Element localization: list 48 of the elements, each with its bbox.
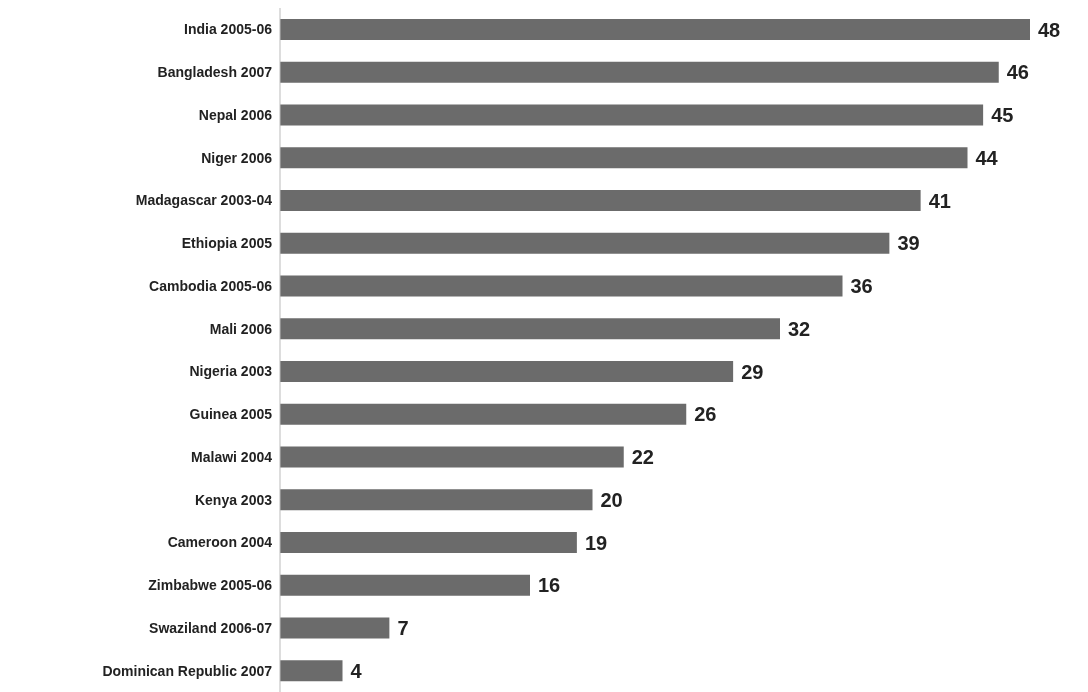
bar <box>280 489 593 511</box>
y-tick-label: Bangladesh 2007 <box>157 64 273 81</box>
y-tick-label: India 2005-06 <box>184 21 273 38</box>
y-tick-label: Mali 2006 <box>209 320 273 337</box>
bar <box>280 190 921 211</box>
y-tick-label: Cambodia 2005-06 <box>149 277 273 294</box>
data-label: 41 <box>928 189 951 212</box>
bar <box>280 61 999 83</box>
bar <box>280 660 343 682</box>
data-label: 22 <box>631 446 654 469</box>
y-tick-label: Kenya 2003 <box>194 491 273 508</box>
bar <box>280 446 624 468</box>
bar <box>280 617 390 639</box>
data-label: 46 <box>1006 61 1029 84</box>
y-tick-label: Zimbabwe 2005-06 <box>148 577 273 594</box>
bar <box>280 19 1030 40</box>
data-label: 48 <box>1038 18 1061 41</box>
y-tick-label: Cameroon 2004 <box>167 534 273 551</box>
y-tick-label: Malawi 2004 <box>191 448 273 465</box>
data-label: 29 <box>741 360 764 383</box>
y-tick-label: Swaziland 2006-07 <box>149 619 273 636</box>
bar <box>280 574 530 596</box>
data-label: 16 <box>538 574 561 597</box>
data-label: 4 <box>350 659 363 682</box>
data-label: 45 <box>991 104 1014 127</box>
bar <box>280 318 780 340</box>
bar <box>280 275 843 297</box>
data-label: 44 <box>975 146 999 169</box>
y-tick-label: Dominican Republic 2007 <box>102 662 273 679</box>
data-label: 7 <box>397 617 409 640</box>
data-label: 19 <box>584 531 608 554</box>
data-label: 39 <box>897 232 920 255</box>
y-tick-label: Niger 2006 <box>201 149 273 166</box>
y-tick-label: Ethiopia 2005 <box>181 235 273 252</box>
bar <box>280 361 734 382</box>
y-tick-label: Guinea 2005 <box>189 406 273 423</box>
y-tick-label: Nigeria 2003 <box>189 363 273 380</box>
bar <box>280 403 687 425</box>
data-label: 36 <box>850 275 873 298</box>
y-tick-label: Nepal 2006 <box>198 106 273 123</box>
data-label: 26 <box>694 403 717 426</box>
bar <box>280 147 968 169</box>
y-tick-label: Madagascar 2003-04 <box>135 192 273 209</box>
data-label: 32 <box>788 317 811 340</box>
data-label: 20 <box>600 488 623 511</box>
bar <box>280 532 577 553</box>
bar <box>280 104 984 126</box>
bar <box>280 232 890 254</box>
